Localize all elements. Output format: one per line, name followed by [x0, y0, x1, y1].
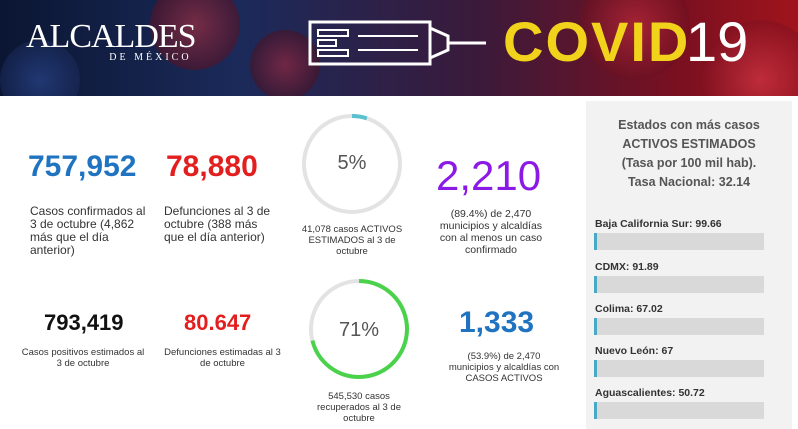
recovered-ring: [309, 279, 409, 379]
panel-title-line: ACTIVOS ESTIMADOS: [622, 137, 756, 151]
active-percent: 5%: [337, 152, 367, 174]
active-municipalities-label: (53.9%) de 2,470 municipios y alcaldías …: [448, 351, 560, 384]
ring-progress: [302, 114, 402, 214]
bar-label: CDMX: 91.89: [595, 261, 659, 273]
deaths-estimated-value: 80.647: [184, 310, 252, 335]
confirmed-label: Casos confirmados al 3 de octubre (4,862…: [30, 204, 146, 257]
positive-estimated-value: 793,419: [44, 310, 124, 335]
municipalities-value: 2,210: [436, 152, 542, 199]
confirmed-value: 757,952: [28, 150, 137, 183]
bar-label: Aguascalientes: 50.72: [595, 387, 705, 399]
bar-track: [594, 360, 764, 377]
bar-track: [594, 318, 764, 335]
deaths-estimated-label: Defunciones estimadas al 3 de octubre: [164, 347, 281, 369]
bar-fill: [594, 318, 597, 335]
virus-decoration: [250, 30, 320, 96]
logo: ALCALDES DE MÉXICO: [26, 18, 197, 64]
bar-track: [594, 402, 764, 419]
syringe-icon: [308, 20, 486, 66]
positive-estimated-label: Casos positivos estimados al 3 de octubr…: [21, 347, 145, 369]
logo-subtext: DE MÉXICO: [109, 52, 192, 63]
header-banner: ALCALDES DE MÉXICO COVID 19: [0, 0, 798, 96]
bar-track: [594, 233, 764, 250]
recovered-label: 545,530 casos recuperados al 3 de octubr…: [317, 391, 401, 424]
panel-title-line: (Tasa por 100 mil hab).: [621, 156, 757, 170]
ring-progress: [309, 279, 409, 379]
bar-label: Colima: 67.02: [595, 303, 663, 315]
bar-fill: [594, 360, 597, 377]
active-label: 41,078 casos ACTIVOS ESTIMADOS al 3 de o…: [301, 224, 403, 257]
active-municipalities-value: 1,333: [459, 306, 535, 339]
active-cases-ring: [302, 114, 402, 214]
deaths-label: Defunciones al 3 de octubre (388 más que…: [164, 204, 271, 244]
bar-fill: [594, 276, 597, 293]
panel-title-line: Tasa Nacional: 32.14: [627, 175, 751, 189]
deaths-value: 78,880: [166, 150, 258, 183]
logo-text: ALCALDES: [26, 18, 197, 55]
panel-title: Estados con más casos ACTIVOS ESTIMADOS …: [586, 116, 792, 192]
recovered-percent: 71%: [338, 319, 380, 341]
virus-decoration: [150, 0, 240, 70]
states-panel: Estados con más casos ACTIVOS ESTIMADOS …: [586, 101, 792, 429]
covid-number: 19: [686, 10, 749, 73]
panel-title-line: Estados con más casos: [618, 118, 760, 132]
bar-fill: [594, 233, 597, 250]
covid-title: COVID: [503, 10, 691, 73]
virus-decoration: [0, 40, 80, 96]
bar-fill: [594, 402, 597, 419]
bar-track: [594, 276, 764, 293]
bar-label: Baja California Sur: 99.66: [595, 218, 722, 230]
municipalities-label: (89.4%) de 2,470 municipios y alcaldías …: [439, 208, 543, 256]
bar-label: Nuevo León: 67: [595, 345, 674, 357]
